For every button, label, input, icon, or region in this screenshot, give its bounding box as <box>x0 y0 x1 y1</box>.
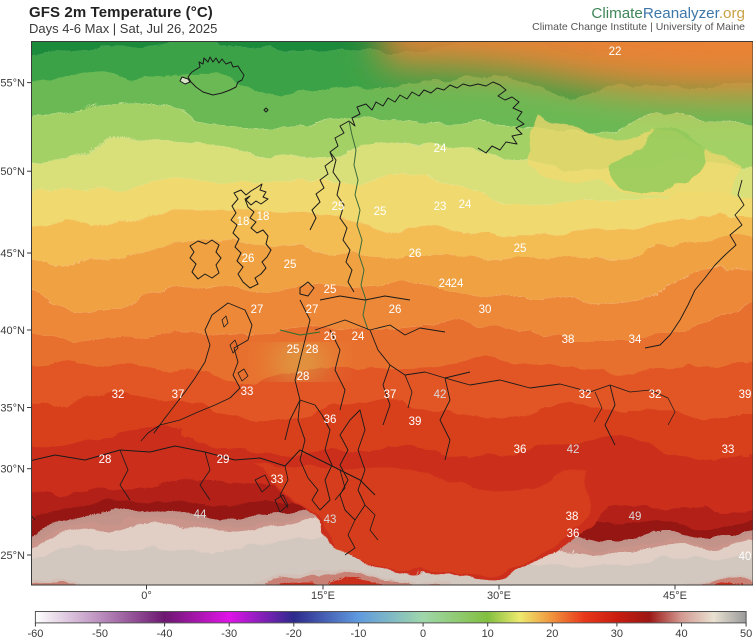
svg-text:28: 28 <box>297 371 310 383</box>
svg-text:26: 26 <box>242 253 255 265</box>
svg-text:22: 22 <box>609 46 622 58</box>
svg-text:30°E: 30°E <box>487 590 511 602</box>
svg-text:28: 28 <box>306 344 319 356</box>
svg-text:34: 34 <box>629 334 642 346</box>
svg-text:-50: -50 <box>92 628 108 640</box>
svg-text:30°N: 30°N <box>0 464 25 476</box>
svg-text:37: 37 <box>172 389 185 401</box>
svg-text:25: 25 <box>514 243 527 255</box>
svg-text:50: 50 <box>740 628 752 640</box>
svg-text:50°N: 50°N <box>0 166 25 178</box>
svg-text:29: 29 <box>217 454 230 466</box>
svg-text:-20: -20 <box>286 628 302 640</box>
svg-text:-10: -10 <box>350 628 366 640</box>
svg-text:0°: 0° <box>141 590 152 602</box>
svg-text:-40: -40 <box>157 628 173 640</box>
svg-text:43: 43 <box>324 514 337 526</box>
svg-text:25: 25 <box>287 344 300 356</box>
svg-text:27: 27 <box>306 304 319 316</box>
svg-text:18: 18 <box>237 216 250 228</box>
svg-text:15°E: 15°E <box>311 590 335 602</box>
svg-text:24: 24 <box>352 331 365 343</box>
svg-text:25°N: 25°N <box>0 550 25 562</box>
svg-text:26: 26 <box>389 304 402 316</box>
svg-text:49: 49 <box>629 511 642 523</box>
svg-text:40: 40 <box>739 551 752 563</box>
svg-text:55°N: 55°N <box>0 78 25 90</box>
svg-text:0: 0 <box>420 628 426 640</box>
svg-text:45°E: 45°E <box>663 590 687 602</box>
svg-text:36: 36 <box>514 444 527 456</box>
svg-text:40°N: 40°N <box>0 325 25 337</box>
svg-text:36: 36 <box>567 528 580 540</box>
svg-text:27: 27 <box>251 304 264 316</box>
svg-text:33: 33 <box>271 474 284 486</box>
svg-text:20: 20 <box>546 628 558 640</box>
svg-text:37: 37 <box>384 389 397 401</box>
svg-text:24: 24 <box>459 199 472 211</box>
svg-text:36: 36 <box>324 414 337 426</box>
svg-text:30: 30 <box>479 304 492 316</box>
svg-text:18: 18 <box>257 211 270 223</box>
svg-text:24: 24 <box>451 278 464 290</box>
svg-text:-60: -60 <box>27 628 43 640</box>
svg-text:38: 38 <box>562 334 575 346</box>
svg-text:24: 24 <box>434 143 447 155</box>
svg-text:25: 25 <box>374 206 387 218</box>
svg-text:45°N: 45°N <box>0 248 25 260</box>
svg-text:44: 44 <box>194 509 207 521</box>
svg-text:30: 30 <box>611 628 623 640</box>
svg-text:42: 42 <box>567 444 580 456</box>
svg-text:23: 23 <box>434 201 447 213</box>
svg-text:33: 33 <box>722 444 735 456</box>
svg-text:26: 26 <box>409 248 422 260</box>
svg-text:25: 25 <box>324 284 337 296</box>
svg-text:28: 28 <box>99 454 112 466</box>
svg-text:42: 42 <box>434 389 447 401</box>
svg-text:25: 25 <box>332 201 345 213</box>
svg-text:39: 39 <box>739 389 752 401</box>
svg-text:33: 33 <box>241 386 254 398</box>
svg-text:32: 32 <box>649 389 662 401</box>
svg-text:-30: -30 <box>221 628 237 640</box>
svg-text:32: 32 <box>112 389 125 401</box>
svg-text:26: 26 <box>324 331 337 343</box>
svg-text:38: 38 <box>566 511 579 523</box>
svg-text:25: 25 <box>284 259 297 271</box>
svg-text:40: 40 <box>675 628 687 640</box>
svg-text:10: 10 <box>482 628 494 640</box>
svg-text:39: 39 <box>409 416 422 428</box>
svg-text:32: 32 <box>579 389 592 401</box>
svg-text:35°N: 35°N <box>0 403 25 415</box>
